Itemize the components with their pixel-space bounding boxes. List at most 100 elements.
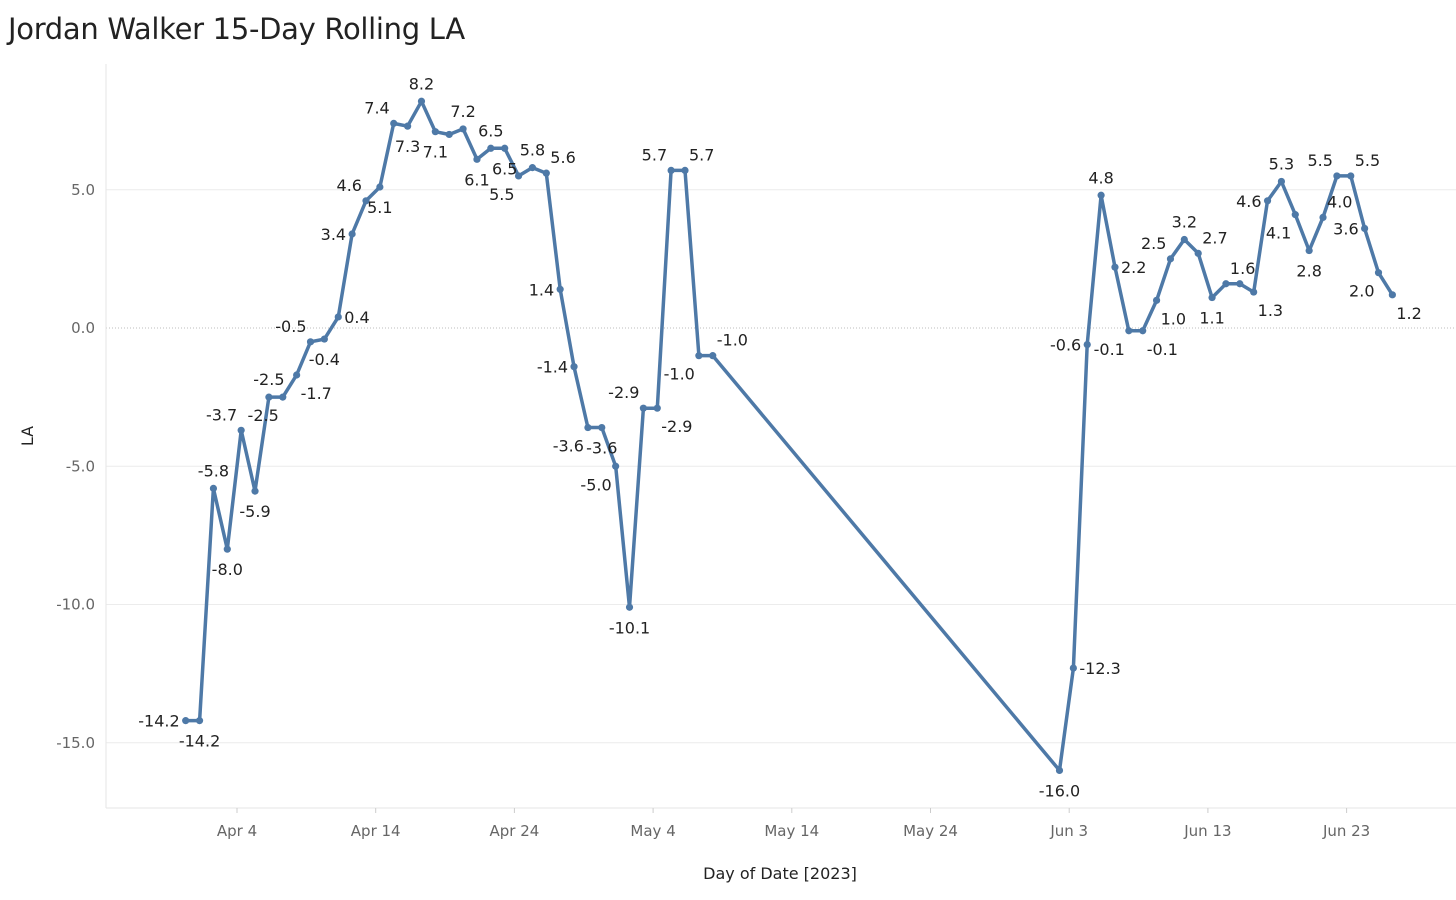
data-point bbox=[1194, 249, 1202, 257]
data-point bbox=[1083, 340, 1091, 349]
data-label: 1.3 bbox=[1258, 301, 1283, 320]
data-label: -14.2 bbox=[138, 712, 179, 731]
data-label: -2.5 bbox=[248, 406, 279, 425]
data-point bbox=[1319, 213, 1327, 221]
data-point bbox=[1097, 191, 1105, 199]
data-point bbox=[1069, 664, 1077, 672]
y-tick-label: -15.0 bbox=[56, 734, 95, 752]
data-point bbox=[320, 335, 328, 343]
data-point bbox=[390, 119, 398, 127]
data-label: -0.4 bbox=[309, 350, 340, 369]
data-point bbox=[445, 130, 453, 139]
data-label: 4.8 bbox=[1088, 168, 1113, 187]
data-point bbox=[209, 484, 218, 492]
data-label: -12.3 bbox=[1079, 659, 1120, 678]
data-point bbox=[362, 197, 370, 205]
data-label: 1.0 bbox=[1161, 309, 1186, 328]
data-label: 7.4 bbox=[364, 98, 389, 117]
data-label: -14.2 bbox=[179, 732, 220, 751]
data-label: -5.0 bbox=[580, 475, 611, 494]
y-tick-label: -5.0 bbox=[66, 457, 95, 475]
data-label: -16.0 bbox=[1039, 781, 1080, 800]
y-tick-label: 5.0 bbox=[71, 181, 95, 199]
data-label: 4.1 bbox=[1266, 224, 1291, 243]
data-point bbox=[1305, 246, 1313, 255]
data-point bbox=[542, 169, 550, 177]
data-label: 4.6 bbox=[1236, 192, 1261, 211]
data-point bbox=[1333, 172, 1341, 180]
y-axis-label: LA bbox=[18, 426, 37, 446]
data-point bbox=[1222, 280, 1230, 288]
data-label: 0.4 bbox=[344, 308, 369, 327]
data-labels: -14.2-14.2 -5.8 -8.0 -3.7 -5.9 -2.5 -2.5 -1.7 -0… bbox=[138, 74, 1422, 800]
data-label: 5.5 bbox=[489, 185, 514, 204]
x-tick-label: Apr 24 bbox=[489, 822, 539, 840]
data-label: 7.2 bbox=[450, 102, 475, 121]
data-point bbox=[195, 717, 204, 725]
data-label: -0.1 bbox=[1094, 340, 1125, 359]
data-label: -2.9 bbox=[608, 383, 639, 402]
data-point bbox=[598, 423, 606, 432]
data-point bbox=[1152, 296, 1161, 304]
data-point bbox=[404, 122, 412, 130]
data-label: 1.1 bbox=[1199, 309, 1224, 328]
data-label: 3.4 bbox=[321, 225, 346, 244]
data-point bbox=[584, 423, 592, 432]
y-tick-label: -10.0 bbox=[56, 596, 95, 614]
series-line bbox=[183, 99, 1395, 773]
data-point bbox=[417, 97, 426, 105]
data-label: -0.1 bbox=[1147, 340, 1178, 359]
data-point bbox=[431, 128, 439, 136]
data-label: -5.8 bbox=[198, 461, 229, 480]
data-label: 7.1 bbox=[423, 143, 448, 162]
data-point bbox=[681, 166, 689, 174]
data-point bbox=[625, 603, 634, 611]
data-point bbox=[612, 462, 620, 470]
data-label: 8.2 bbox=[409, 74, 434, 93]
data-label: 5.7 bbox=[642, 145, 667, 164]
data-label: 5.8 bbox=[520, 141, 545, 160]
data-point bbox=[279, 393, 287, 401]
data-label: 3.2 bbox=[1172, 213, 1197, 232]
data-label: -3.7 bbox=[206, 405, 237, 424]
data-label: 5.5 bbox=[1307, 151, 1332, 170]
data-point bbox=[1361, 224, 1369, 233]
data-label: 5.6 bbox=[550, 148, 575, 167]
data-label: -3.6 bbox=[586, 439, 617, 458]
data-point bbox=[501, 144, 509, 152]
data-label: 6.5 bbox=[478, 121, 503, 140]
data-point bbox=[653, 404, 661, 412]
data-label: 2.2 bbox=[1121, 258, 1146, 277]
chart-title: Jordan Walker 15-Day Rolling LA bbox=[8, 12, 465, 46]
data-label: 1.2 bbox=[1396, 304, 1421, 323]
data-label: 5.7 bbox=[689, 145, 714, 164]
data-point bbox=[1374, 269, 1383, 277]
data-label: -10.1 bbox=[609, 618, 650, 637]
x-tick-label: May 24 bbox=[903, 822, 958, 840]
data-label: 1.4 bbox=[529, 280, 554, 299]
data-point bbox=[334, 313, 342, 321]
data-point bbox=[667, 166, 675, 174]
data-point bbox=[1111, 263, 1119, 271]
x-tick-label: Jun 23 bbox=[1322, 822, 1370, 840]
data-point bbox=[473, 155, 481, 163]
data-label: 5.3 bbox=[1269, 154, 1294, 173]
data-point bbox=[709, 352, 717, 360]
data-label: -2.9 bbox=[661, 417, 692, 436]
data-point bbox=[528, 164, 537, 172]
data-label: 4.6 bbox=[337, 176, 362, 195]
data-point bbox=[376, 183, 384, 191]
data-point bbox=[306, 338, 315, 346]
data-point bbox=[1166, 255, 1175, 263]
series-line-layer bbox=[183, 99, 1395, 773]
y-tick-label: 0.0 bbox=[71, 319, 95, 337]
data-label: -5.9 bbox=[239, 502, 270, 521]
x-tick-label: May 4 bbox=[630, 822, 675, 840]
x-tick-label: Apr 4 bbox=[217, 822, 257, 840]
data-point bbox=[1250, 288, 1258, 296]
data-label: 2.8 bbox=[1296, 262, 1321, 281]
data-point bbox=[514, 172, 523, 180]
x-axis-label: Day of Date [2023] bbox=[703, 864, 857, 883]
data-point bbox=[1055, 766, 1064, 775]
